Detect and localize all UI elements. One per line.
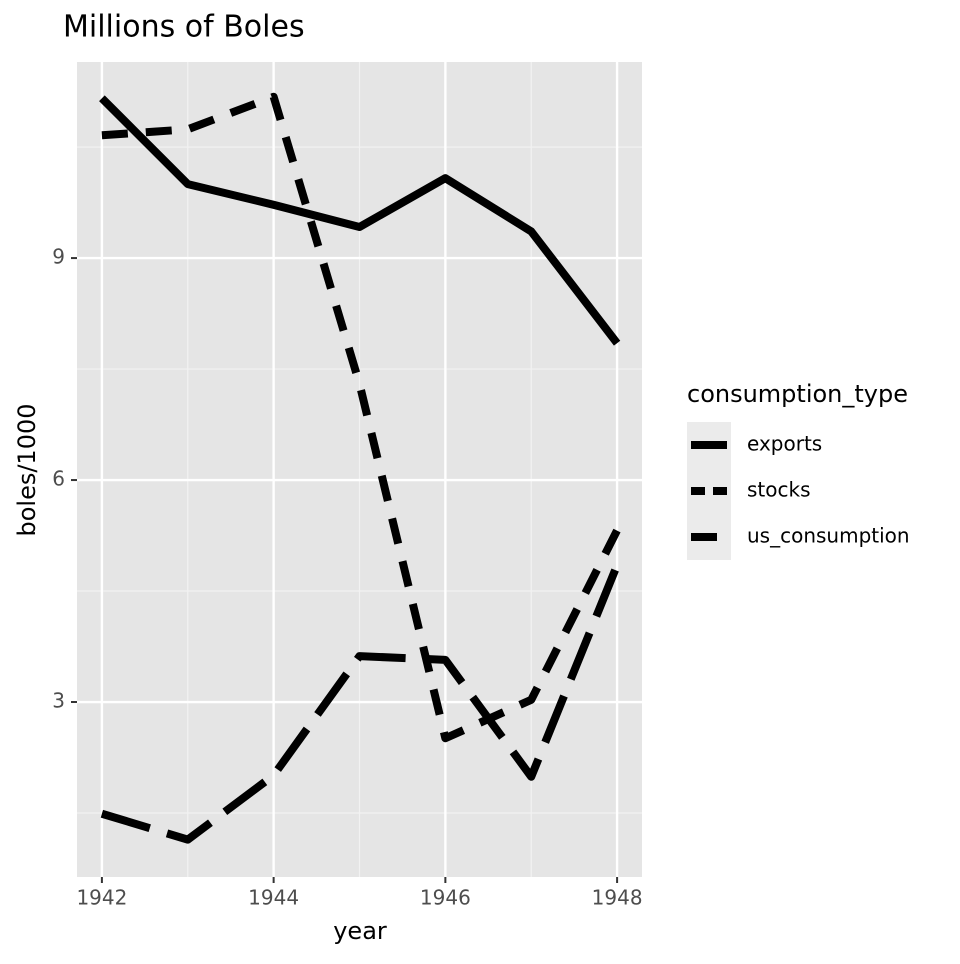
y-tick-label: 6 bbox=[52, 467, 65, 491]
y-axis-label: boles/1000 bbox=[13, 403, 41, 536]
series-line bbox=[101, 92, 621, 743]
x-tick-label: 1946 bbox=[420, 886, 471, 910]
x-tick-label: 1948 bbox=[592, 886, 643, 910]
chart-title: Millions of Boles bbox=[63, 10, 305, 45]
series-line bbox=[100, 563, 621, 844]
x-tick-label: 1942 bbox=[76, 886, 127, 910]
legend-label: stocks bbox=[747, 478, 811, 502]
x-axis-label: year bbox=[333, 917, 387, 945]
series-line bbox=[99, 95, 621, 346]
legend-label: us_consumption bbox=[747, 524, 910, 548]
legend-title: consumption_type bbox=[687, 380, 908, 408]
x-tick-label: 1944 bbox=[248, 886, 299, 910]
legend-label: exports bbox=[747, 432, 822, 456]
y-tick-label: 3 bbox=[52, 689, 65, 713]
y-tick-label: 9 bbox=[52, 245, 65, 269]
